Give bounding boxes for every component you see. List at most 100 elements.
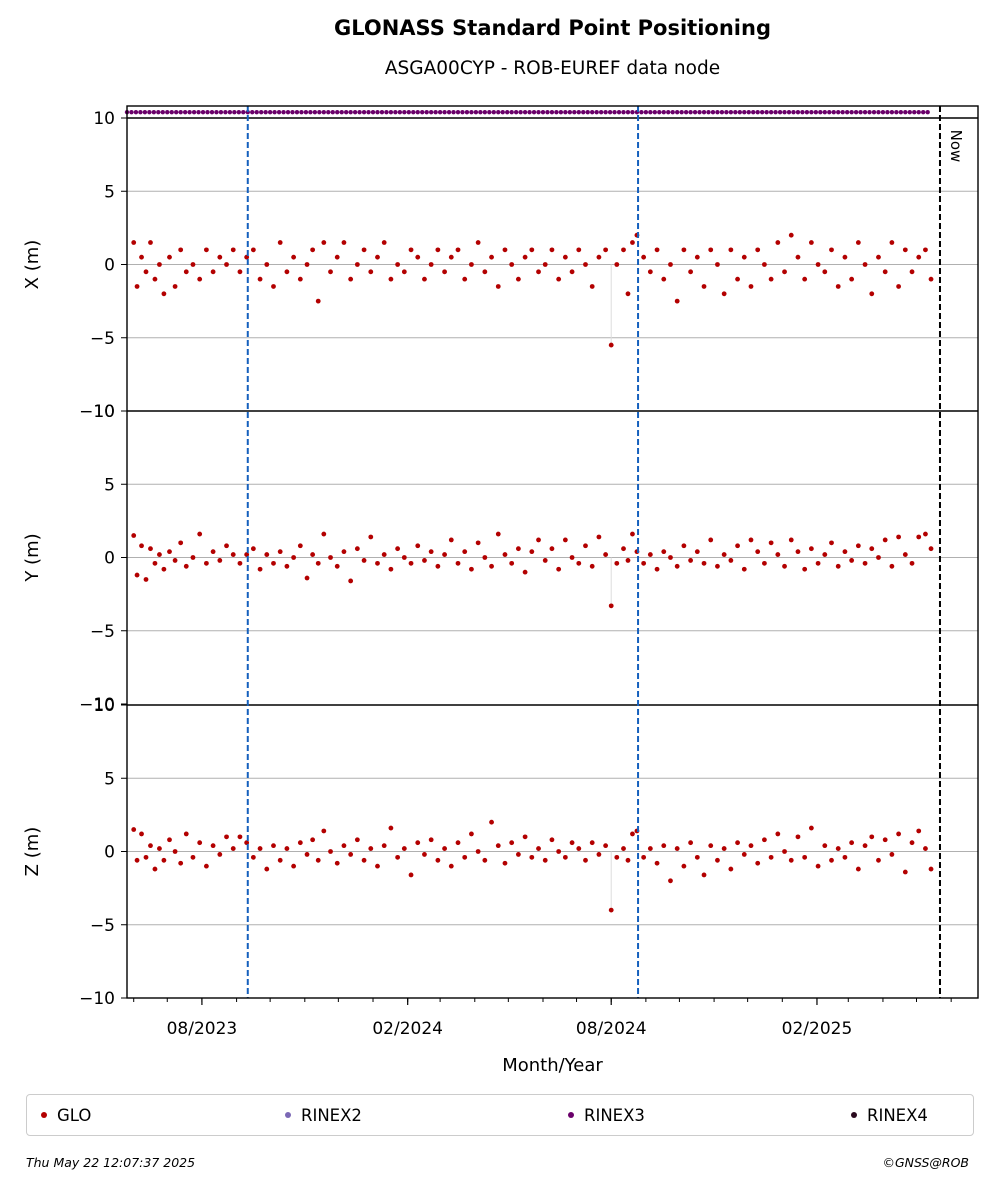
data-point-rinex3 [473, 109, 479, 115]
data-point-rinex3 [424, 109, 429, 115]
x-tick-label: 08/2024 [576, 1019, 647, 1039]
data-point-rinex3 [281, 109, 286, 115]
y-axis-label: X (m) [22, 240, 43, 290]
data-point-rinex3 [245, 109, 250, 115]
data-point-glo [495, 843, 501, 849]
y-tick-label: −10 [79, 989, 115, 1009]
data-point-rinex3 [187, 109, 192, 115]
data-point-glo [462, 549, 468, 555]
data-point-rinex3 [764, 109, 769, 115]
data-point-glo [630, 831, 635, 837]
data-point-glo [264, 552, 270, 557]
data-point-glo [782, 563, 787, 569]
data-point-rinex3 [880, 109, 886, 115]
data-point-rinex3 [505, 109, 510, 115]
data-point-glo [203, 560, 209, 566]
data-point-rinex3 [791, 109, 796, 115]
data-point-glo [190, 262, 196, 267]
data-point-rinex3 [858, 109, 863, 115]
data-point-rinex3 [446, 109, 452, 115]
data-point-glo [562, 854, 568, 860]
data-point-rinex3 [317, 109, 322, 115]
data-point-glo [469, 262, 474, 267]
data-point-glo [701, 872, 707, 878]
data-point-glo [401, 846, 407, 851]
data-point-rinex3 [589, 109, 595, 115]
data-point-glo [721, 291, 727, 297]
data-point-glo [134, 857, 140, 863]
data-point-rinex3 [343, 109, 349, 115]
chart-subtitle: ASGA00CYP - ROB-EUREF data node [384, 58, 721, 79]
data-point-glo [614, 854, 620, 860]
data-point-glo [210, 269, 216, 275]
data-point-glo [190, 555, 196, 560]
data-point-glo [224, 543, 229, 549]
data-point-rinex3 [737, 109, 743, 115]
data-point-glo [795, 254, 801, 260]
data-point-glo [855, 240, 861, 245]
data-point-rinex3 [625, 109, 631, 115]
data-point-glo [183, 563, 189, 569]
data-point-rinex3 [147, 109, 152, 115]
data-point-rinex3 [746, 109, 751, 115]
data-point-glo [328, 269, 333, 275]
data-point-glo [909, 269, 915, 275]
data-point-glo [368, 534, 374, 540]
data-point-glo [916, 828, 922, 834]
data-point-rinex3 [572, 109, 577, 115]
data-point-glo [654, 860, 660, 866]
data-point-glo [489, 254, 494, 260]
data-point-rinex3 [894, 109, 899, 115]
data-point-glo [614, 560, 620, 566]
data-point-glo [755, 549, 761, 555]
legend-label-rinex3: RINEX3 [584, 1105, 645, 1125]
data-point-rinex3 [903, 109, 908, 115]
data-point-rinex3 [688, 109, 693, 115]
data-point-glo [395, 546, 401, 552]
data-point-glo [428, 549, 434, 555]
data-point-rinex3 [451, 109, 456, 115]
data-point-glo [869, 291, 875, 297]
data-point-glo [341, 549, 347, 555]
data-point-glo [277, 240, 283, 245]
data-point-rinex3 [912, 109, 917, 115]
data-point-glo [381, 552, 387, 557]
data-point-glo [536, 537, 541, 543]
data-point-glo [603, 843, 609, 849]
data-point-rinex3 [925, 109, 930, 115]
chart-title: GLONASS Standard Point Positioning [334, 16, 771, 40]
data-point-glo [388, 566, 394, 572]
data-point-glo [909, 840, 915, 846]
data-point-rinex3 [742, 109, 747, 115]
data-point-glo [876, 555, 881, 560]
data-point-glo [230, 552, 236, 557]
data-point-rinex3 [853, 109, 859, 115]
data-point-glo [297, 840, 303, 846]
y-tick-label: 0 [104, 843, 115, 863]
data-point-glo [237, 560, 243, 566]
data-point-glo [197, 531, 203, 537]
legend-item-rinex2: RINEX2 [285, 1095, 362, 1135]
data-point-glo [862, 843, 868, 849]
data-point-glo [802, 276, 808, 282]
data-point-glo [482, 857, 488, 863]
data-point-glo [902, 869, 908, 875]
data-point-glo [549, 247, 555, 253]
data-point-rinex3 [751, 109, 756, 115]
data-point-glo [708, 537, 714, 543]
footer-timestamp: Thu May 22 12:07:37 2025 [26, 1155, 196, 1170]
data-point-glo [694, 854, 700, 860]
data-point-glo [583, 543, 588, 549]
data-point-rinex3 [755, 109, 760, 115]
data-point-rinex3 [165, 109, 170, 115]
legend: GLO RINEX2 RINEX3 RINEX4 [26, 1094, 974, 1136]
data-point-rinex3 [267, 109, 273, 115]
legend-marker-glo [41, 1112, 47, 1118]
data-point-rinex3 [205, 109, 210, 115]
data-point-glo [728, 558, 734, 563]
data-point-glo [862, 262, 868, 267]
data-point-glo [244, 840, 250, 846]
data-point-rinex3 [831, 109, 836, 115]
y-tick-label: 0 [104, 549, 115, 569]
data-point-rinex3 [558, 109, 564, 115]
